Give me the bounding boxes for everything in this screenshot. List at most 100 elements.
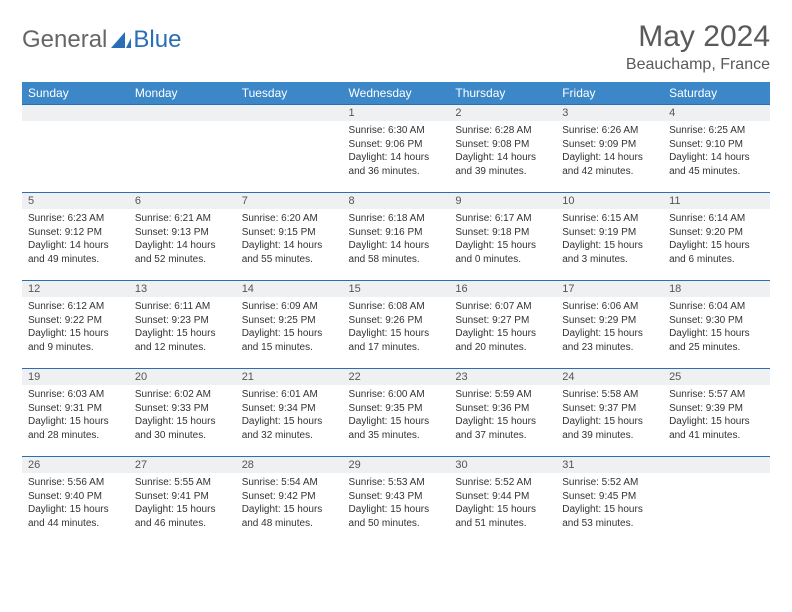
sunset-text: Sunset: 9:43 PM [349,490,444,504]
day-details: Sunrise: 6:12 AMSunset: 9:22 PMDaylight:… [22,297,129,358]
sunset-text: Sunset: 9:45 PM [562,490,657,504]
sunset-text: Sunset: 9:06 PM [349,138,444,152]
sunset-text: Sunset: 9:09 PM [562,138,657,152]
day-number: 29 [343,457,450,473]
sunrise-text: Sunrise: 6:21 AM [135,212,230,226]
location-subtitle: Beauchamp, France [626,56,770,74]
sunrise-text: Sunrise: 6:14 AM [669,212,764,226]
day-number: 17 [556,281,663,297]
day-header: Thursday [449,82,556,105]
sunset-text: Sunset: 9:33 PM [135,402,230,416]
brand-text-general: General [22,26,107,54]
daylight-text: Daylight: 14 hours and 52 minutes. [135,239,230,266]
calendar-week-row: 19Sunrise: 6:03 AMSunset: 9:31 PMDayligh… [22,369,770,457]
day-header: Tuesday [236,82,343,105]
calendar-week-row: 5Sunrise: 6:23 AMSunset: 9:12 PMDaylight… [22,193,770,281]
day-details: Sunrise: 6:23 AMSunset: 9:12 PMDaylight:… [22,209,129,270]
calendar-day-cell: 30Sunrise: 5:52 AMSunset: 9:44 PMDayligh… [449,457,556,545]
calendar-day-cell: 18Sunrise: 6:04 AMSunset: 9:30 PMDayligh… [663,281,770,369]
sunrise-text: Sunrise: 6:00 AM [349,388,444,402]
day-details: Sunrise: 5:57 AMSunset: 9:39 PMDaylight:… [663,385,770,446]
day-details: Sunrise: 6:26 AMSunset: 9:09 PMDaylight:… [556,121,663,182]
day-details: Sunrise: 6:28 AMSunset: 9:08 PMDaylight:… [449,121,556,182]
day-details: Sunrise: 6:17 AMSunset: 9:18 PMDaylight:… [449,209,556,270]
day-number: 2 [449,105,556,121]
daylight-text: Daylight: 15 hours and 41 minutes. [669,415,764,442]
day-details: Sunrise: 5:55 AMSunset: 9:41 PMDaylight:… [129,473,236,534]
sunrise-text: Sunrise: 5:52 AM [562,476,657,490]
daylight-text: Daylight: 15 hours and 35 minutes. [349,415,444,442]
brand-sail-icon [111,32,131,48]
calendar-day-cell: 10Sunrise: 6:15 AMSunset: 9:19 PMDayligh… [556,193,663,281]
day-number: 30 [449,457,556,473]
calendar-day-cell: 3Sunrise: 6:26 AMSunset: 9:09 PMDaylight… [556,105,663,193]
day-details: Sunrise: 5:52 AMSunset: 9:44 PMDaylight:… [449,473,556,534]
sunrise-text: Sunrise: 6:02 AM [135,388,230,402]
calendar-day-cell: 27Sunrise: 5:55 AMSunset: 9:41 PMDayligh… [129,457,236,545]
calendar-day-cell: 23Sunrise: 5:59 AMSunset: 9:36 PMDayligh… [449,369,556,457]
sunset-text: Sunset: 9:39 PM [669,402,764,416]
sunset-text: Sunset: 9:27 PM [455,314,550,328]
day-number: 24 [556,369,663,385]
calendar-day-cell: 14Sunrise: 6:09 AMSunset: 9:25 PMDayligh… [236,281,343,369]
calendar-day-cell: 17Sunrise: 6:06 AMSunset: 9:29 PMDayligh… [556,281,663,369]
sunset-text: Sunset: 9:12 PM [28,226,123,240]
sunset-text: Sunset: 9:29 PM [562,314,657,328]
day-number: 5 [22,193,129,209]
calendar-day-cell: 26Sunrise: 5:56 AMSunset: 9:40 PMDayligh… [22,457,129,545]
sunset-text: Sunset: 9:41 PM [135,490,230,504]
day-number: 6 [129,193,236,209]
day-details: Sunrise: 6:02 AMSunset: 9:33 PMDaylight:… [129,385,236,446]
daylight-text: Daylight: 15 hours and 9 minutes. [28,327,123,354]
day-details: Sunrise: 6:01 AMSunset: 9:34 PMDaylight:… [236,385,343,446]
day-number: 11 [663,193,770,209]
calendar-week-row: 1Sunrise: 6:30 AMSunset: 9:06 PMDaylight… [22,105,770,193]
sunrise-text: Sunrise: 6:12 AM [28,300,123,314]
daylight-text: Daylight: 15 hours and 3 minutes. [562,239,657,266]
day-number: 4 [663,105,770,121]
sunrise-text: Sunrise: 6:04 AM [669,300,764,314]
day-details: Sunrise: 6:03 AMSunset: 9:31 PMDaylight:… [22,385,129,446]
day-number: 28 [236,457,343,473]
calendar-day-cell: 19Sunrise: 6:03 AMSunset: 9:31 PMDayligh… [22,369,129,457]
sunrise-text: Sunrise: 6:03 AM [28,388,123,402]
sunrise-text: Sunrise: 6:09 AM [242,300,337,314]
calendar-day-cell: 4Sunrise: 6:25 AMSunset: 9:10 PMDaylight… [663,105,770,193]
day-details: Sunrise: 6:00 AMSunset: 9:35 PMDaylight:… [343,385,450,446]
calendar-day-cell: 16Sunrise: 6:07 AMSunset: 9:27 PMDayligh… [449,281,556,369]
calendar-table: Sunday Monday Tuesday Wednesday Thursday… [22,82,770,545]
daylight-text: Daylight: 14 hours and 39 minutes. [455,151,550,178]
daylight-text: Daylight: 15 hours and 39 minutes. [562,415,657,442]
calendar-day-cell: 9Sunrise: 6:17 AMSunset: 9:18 PMDaylight… [449,193,556,281]
day-header-row: Sunday Monday Tuesday Wednesday Thursday… [22,82,770,105]
sunset-text: Sunset: 9:19 PM [562,226,657,240]
sunrise-text: Sunrise: 5:56 AM [28,476,123,490]
day-details: Sunrise: 6:07 AMSunset: 9:27 PMDaylight:… [449,297,556,358]
sunrise-text: Sunrise: 5:58 AM [562,388,657,402]
sunset-text: Sunset: 9:15 PM [242,226,337,240]
sunrise-text: Sunrise: 6:25 AM [669,124,764,138]
sunset-text: Sunset: 9:18 PM [455,226,550,240]
day-details: Sunrise: 6:25 AMSunset: 9:10 PMDaylight:… [663,121,770,182]
calendar-day-cell: 22Sunrise: 6:00 AMSunset: 9:35 PMDayligh… [343,369,450,457]
day-details: Sunrise: 6:20 AMSunset: 9:15 PMDaylight:… [236,209,343,270]
daylight-text: Daylight: 14 hours and 45 minutes. [669,151,764,178]
day-number: 25 [663,369,770,385]
day-details: Sunrise: 5:52 AMSunset: 9:45 PMDaylight:… [556,473,663,534]
daylight-text: Daylight: 15 hours and 12 minutes. [135,327,230,354]
calendar-day-cell [129,105,236,193]
day-details: Sunrise: 6:06 AMSunset: 9:29 PMDaylight:… [556,297,663,358]
day-number: 3 [556,105,663,121]
sunset-text: Sunset: 9:13 PM [135,226,230,240]
sunrise-text: Sunrise: 6:30 AM [349,124,444,138]
day-details: Sunrise: 6:18 AMSunset: 9:16 PMDaylight:… [343,209,450,270]
calendar-day-cell: 7Sunrise: 6:20 AMSunset: 9:15 PMDaylight… [236,193,343,281]
daylight-text: Daylight: 15 hours and 44 minutes. [28,503,123,530]
day-number: 15 [343,281,450,297]
sunrise-text: Sunrise: 6:15 AM [562,212,657,226]
daylight-text: Daylight: 14 hours and 58 minutes. [349,239,444,266]
calendar-day-cell: 21Sunrise: 6:01 AMSunset: 9:34 PMDayligh… [236,369,343,457]
sunrise-text: Sunrise: 6:08 AM [349,300,444,314]
day-number: 8 [343,193,450,209]
calendar-day-cell: 24Sunrise: 5:58 AMSunset: 9:37 PMDayligh… [556,369,663,457]
